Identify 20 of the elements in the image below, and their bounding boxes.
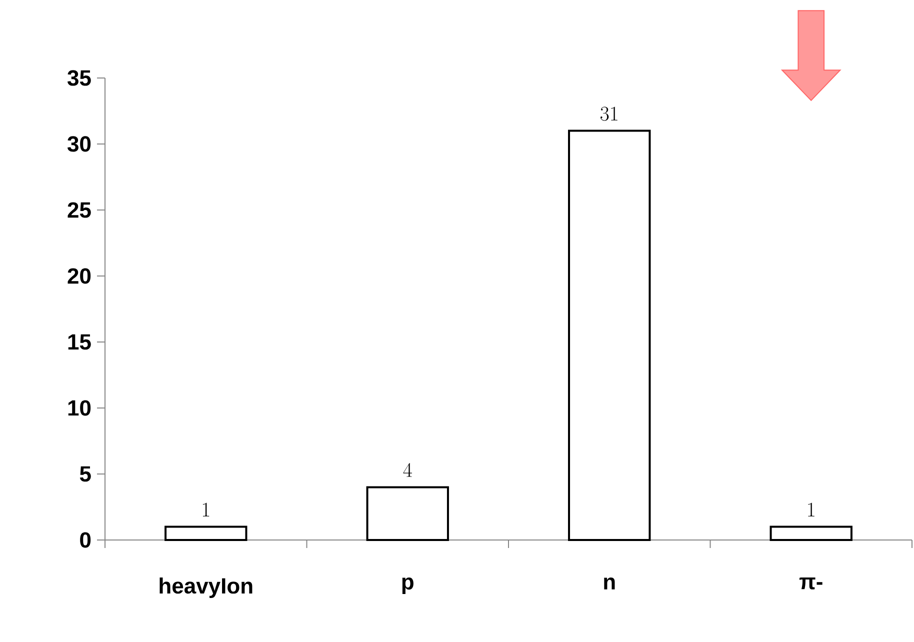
- data-label: 4: [403, 462, 412, 477]
- x-tick-label: n: [604, 578, 615, 590]
- data-label: 31: [600, 106, 618, 121]
- data-label: 1: [808, 502, 814, 516]
- bar: [164, 526, 248, 541]
- y-tick-label: 30: [68, 136, 91, 152]
- bar: [568, 130, 651, 541]
- data-label: 1: [202, 502, 210, 516]
- y-tick-label: 5: [80, 466, 91, 482]
- x-tick-label: p: [402, 578, 414, 594]
- y-tick-label: 20: [68, 268, 91, 284]
- y-tick-label: 35: [68, 70, 91, 86]
- bar: [770, 526, 852, 541]
- x-tick-label: π-: [799, 578, 822, 590]
- bar: [366, 486, 449, 541]
- y-tick-label: 0: [80, 532, 91, 548]
- y-tick-label: 10: [68, 400, 91, 416]
- x-tick-label: heavyIon: [160, 578, 252, 598]
- y-tick-label: 25: [68, 202, 91, 218]
- y-tick-label: 15: [68, 334, 91, 350]
